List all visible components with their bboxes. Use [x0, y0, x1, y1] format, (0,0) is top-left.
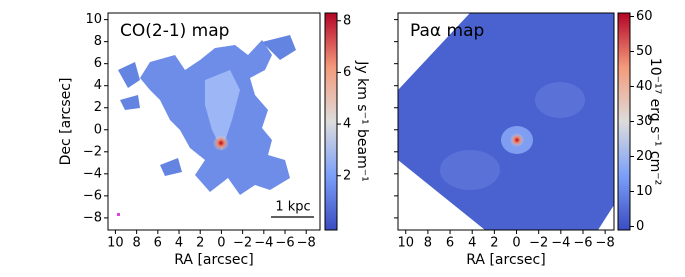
x-tick-label: −4 — [551, 236, 570, 251]
colorbar-tick-label: 8 — [343, 13, 351, 28]
y-tick-label: 10 — [85, 12, 102, 27]
pa-map — [398, 13, 614, 230]
y-tick-label: 0 — [94, 122, 102, 137]
x-tick-label: 2 — [490, 236, 498, 251]
x-tick-label: −6 — [275, 236, 294, 251]
axes-frame — [107, 12, 321, 231]
y-tick-label: −4 — [83, 166, 102, 181]
x-tick-label: 8 — [424, 236, 432, 251]
y-tick-label: 2 — [94, 100, 102, 115]
x-tick-label: 4 — [468, 236, 476, 251]
y-tick-label: −6 — [83, 188, 102, 203]
x-tick-label: 6 — [446, 236, 454, 251]
x-axis-label: RA [arcsec] — [174, 252, 253, 268]
colorbar-label: Jy km s⁻¹ beam⁻¹ — [354, 60, 370, 182]
x-tick-label: 10 — [107, 236, 124, 251]
colorbar-tick-label: 30 — [636, 114, 653, 129]
colorbar — [617, 12, 631, 231]
x-axis-label: RA [arcsec] — [466, 252, 545, 268]
x-tick-label: −4 — [254, 236, 273, 251]
y-tick-label: −8 — [83, 210, 102, 225]
colorbar-tick-label: 2 — [343, 168, 351, 183]
x-tick-label: 4 — [175, 236, 183, 251]
colorbar-tick-label: 50 — [636, 44, 653, 59]
x-tick-label: 8 — [132, 236, 140, 251]
x-tick-label: −6 — [573, 236, 592, 251]
y-tick-label: −2 — [83, 144, 102, 159]
axes-frame — [397, 12, 615, 231]
x-tick-label: 0 — [512, 236, 520, 251]
colorbar-tick-label: 60 — [636, 9, 653, 24]
chart-title: Paα map — [410, 21, 484, 41]
colorbar-tick-label: 20 — [636, 149, 653, 164]
x-tick-label: −8 — [596, 236, 615, 251]
colorbar-tick-label: 40 — [636, 79, 653, 94]
x-tick-label: −2 — [529, 236, 548, 251]
y-axis-label: Dec [arcsec] — [58, 78, 74, 166]
x-tick-label: 6 — [154, 236, 162, 251]
colorbar-tick-label: 4 — [343, 117, 351, 132]
colorbar — [324, 12, 338, 231]
y-tick-label: 6 — [94, 56, 102, 71]
colorbar-label: 10⁻¹⁷ erg s⁻¹ cm⁻² — [647, 58, 663, 185]
colorbar-tick-label: 6 — [343, 65, 351, 80]
y-tick-label: 8 — [94, 34, 102, 49]
colorbar-tick-label: 10 — [636, 184, 653, 199]
x-tick-label: 0 — [217, 236, 225, 251]
x-tick-label: 10 — [397, 236, 414, 251]
colorbar-tick-label: 0 — [636, 219, 644, 234]
x-tick-label: 2 — [196, 236, 204, 251]
y-tick-label: 4 — [94, 78, 102, 93]
chart-title: CO(2-1) map — [120, 21, 229, 41]
x-tick-label: −2 — [233, 236, 252, 251]
x-tick-label: −8 — [297, 236, 316, 251]
scale-bar-label: 1 kpc — [275, 200, 310, 215]
co-map — [117, 35, 314, 218]
